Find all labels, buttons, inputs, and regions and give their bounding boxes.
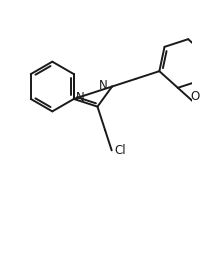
Text: Cl: Cl bbox=[115, 144, 126, 157]
Text: N: N bbox=[99, 79, 107, 92]
Text: N: N bbox=[76, 91, 85, 104]
Text: O: O bbox=[191, 90, 200, 103]
